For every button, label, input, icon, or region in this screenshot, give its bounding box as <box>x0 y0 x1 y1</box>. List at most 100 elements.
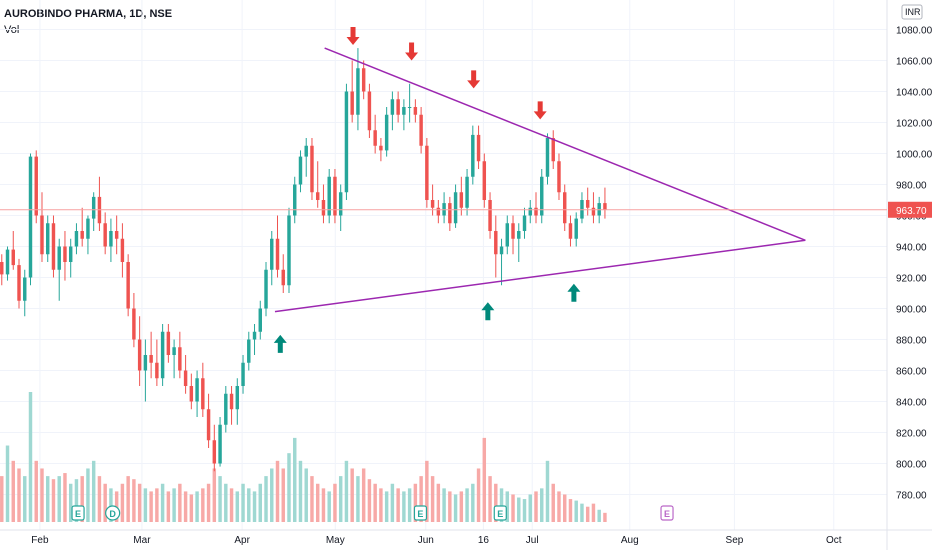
annotation-arrows <box>273 27 581 353</box>
candle-body <box>120 238 125 262</box>
volume-bar <box>46 476 50 522</box>
candle-body <box>482 161 487 200</box>
candle-body <box>17 265 21 301</box>
chart-grid <box>0 0 887 530</box>
event-marker-label: D <box>109 509 116 519</box>
candle-body <box>390 99 395 115</box>
volume-bar <box>17 468 21 522</box>
volume-bar <box>218 476 222 522</box>
candle-body <box>0 262 4 275</box>
candle-body <box>149 355 153 363</box>
volume-bar <box>402 491 406 522</box>
earnings-marker-icon <box>493 505 507 521</box>
candle-body <box>86 218 90 239</box>
candle-body <box>505 223 510 247</box>
volume-bar <box>379 488 383 522</box>
candle-body <box>448 203 452 224</box>
volume-bar <box>126 476 130 522</box>
volume-bar <box>252 491 257 522</box>
volume-bar <box>229 488 234 522</box>
candle-body <box>270 238 274 270</box>
volume-bar <box>178 483 182 522</box>
currency-badge <box>901 4 923 20</box>
candle-body <box>258 308 262 332</box>
y-tick-label: 900.00 <box>896 305 927 316</box>
candlesticks <box>0 48 607 472</box>
trendline-upper-resistance <box>324 47 806 241</box>
candle-body <box>522 215 527 231</box>
candle-body <box>361 68 366 92</box>
volume-bar <box>545 460 550 522</box>
arrow-down-icon <box>467 70 481 89</box>
y-tick-label: 840.00 <box>896 398 927 409</box>
y-tick-label: 880.00 <box>896 336 927 347</box>
volume-bar <box>28 392 33 522</box>
volume-bar <box>315 483 320 522</box>
candle-body <box>229 393 234 410</box>
volume-bar <box>321 488 326 522</box>
chart-title: AUROBINDO PHARMA, 1D, NSE <box>4 8 173 20</box>
candle-body <box>373 130 377 146</box>
arrow-down-icon <box>346 27 360 45</box>
x-tick-label: Mar <box>133 535 151 546</box>
candle-body <box>160 331 165 379</box>
volume-bar <box>407 488 412 522</box>
currency-label: INR <box>905 7 921 17</box>
event-marker-label: E <box>75 509 81 519</box>
volume-bar <box>212 468 217 522</box>
volume-bar <box>494 483 498 522</box>
candle-body <box>298 156 303 185</box>
earnings-marker-icon <box>660 505 674 521</box>
candle-body <box>103 223 107 247</box>
volume-bar <box>356 476 360 522</box>
volume-bar <box>195 491 199 522</box>
volume-bar <box>361 468 366 522</box>
current-price-marker: 963.70 <box>0 201 932 218</box>
volume-bar <box>482 437 487 522</box>
event-marker-label: E <box>497 509 503 519</box>
x-tick-label: Oct <box>826 535 842 546</box>
candle-body <box>528 207 532 216</box>
arrow-up-icon <box>567 283 581 302</box>
arrow-up-icon <box>481 302 495 321</box>
candle-body <box>224 393 228 425</box>
trendlines <box>274 47 806 313</box>
candle-body <box>338 192 343 216</box>
volume-bar <box>224 483 228 522</box>
current-price-box <box>888 201 932 218</box>
volume-bar <box>390 483 395 522</box>
volume-bar <box>143 488 148 522</box>
candle-body <box>287 215 291 286</box>
x-tick-label: May <box>326 535 345 546</box>
x-tick-label: Apr <box>234 535 250 546</box>
candle-body <box>247 339 251 363</box>
volume-bar <box>57 476 61 522</box>
volume-bar <box>517 497 521 522</box>
candle-body <box>28 156 33 278</box>
volume-bar <box>430 476 435 522</box>
volume-bar <box>201 488 205 522</box>
volume-bar <box>40 468 44 522</box>
arrow-up-icon <box>273 334 287 353</box>
candle-body <box>241 362 245 386</box>
earnings-marker-icon <box>413 505 428 521</box>
candle-body <box>126 262 130 309</box>
y-tick-label: 1020.00 <box>896 119 932 130</box>
volume-bar <box>287 453 291 522</box>
arrow-down-icon <box>405 42 419 61</box>
candle-body <box>396 99 400 115</box>
volume-bar <box>281 468 285 522</box>
y-tick-label: 980.00 <box>896 181 927 192</box>
event-marker-label: E <box>664 509 670 519</box>
volume-bar <box>0 476 4 522</box>
candle-body <box>494 231 498 255</box>
volume-bar <box>436 483 441 522</box>
candle-body <box>275 238 280 270</box>
volume-bar <box>373 483 377 522</box>
volume-bar <box>488 476 492 522</box>
volume-bar <box>453 494 458 522</box>
volume-bar <box>155 488 159 522</box>
dividend-marker-icon <box>105 505 121 521</box>
